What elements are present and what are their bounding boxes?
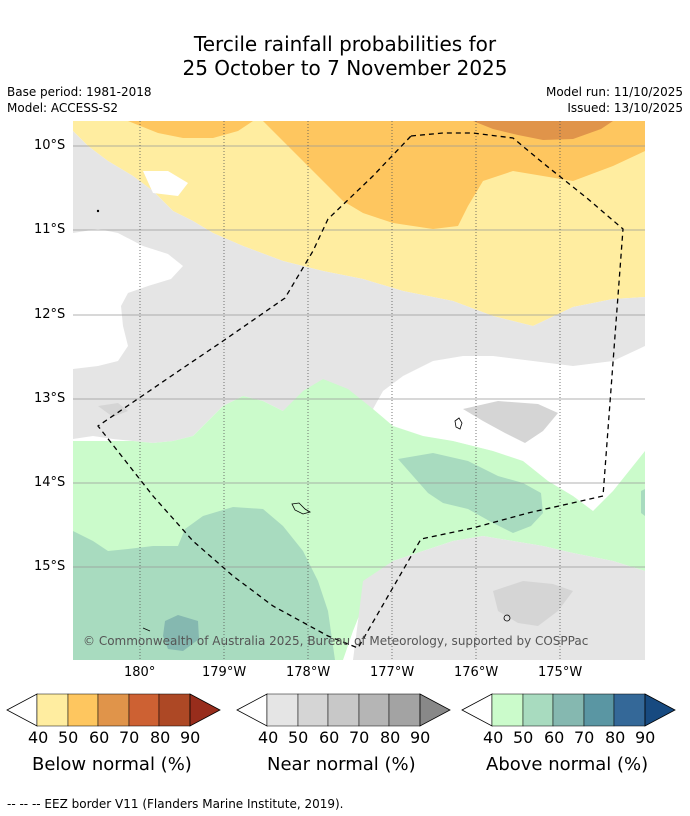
above-min-arrow — [461, 693, 493, 727]
legend-near-title: Near normal (%) — [267, 754, 416, 775]
near-swatch-70-80 — [358, 693, 390, 727]
below-tick-40: 40 — [28, 728, 49, 747]
legend-below-normal-bar — [6, 693, 221, 727]
lon-label-176w: 176°W — [454, 665, 499, 680]
near-normal-50-60-region-3 — [98, 403, 128, 417]
lat-label-14s: 14°S — [34, 475, 66, 490]
map-credit: © Commonwealth of Australia 2025, Bureau… — [83, 634, 588, 648]
above-max-arrow — [644, 693, 676, 727]
legend-near-normal-bar — [236, 693, 451, 727]
lat-label-11s: 11°S — [34, 222, 66, 237]
near-tick-90: 90 — [410, 728, 431, 747]
below-max-arrow — [189, 693, 221, 727]
near-swatch-60-70 — [327, 693, 360, 727]
above-tick-80: 80 — [605, 728, 626, 747]
lon-label-177w: 177°W — [370, 665, 415, 680]
legend-above-normal-bar — [461, 693, 676, 727]
below-tick-70: 70 — [119, 728, 140, 747]
title-line-1: Tercile rainfall probabilities for — [193, 32, 497, 56]
lon-label-175w: 175°W — [538, 665, 583, 680]
above-swatch-50-60 — [522, 693, 554, 727]
near-tick-70: 70 — [349, 728, 370, 747]
above-tick-90: 90 — [635, 728, 656, 747]
island-2 — [291, 502, 311, 515]
below-tick-90: 90 — [180, 728, 201, 747]
near-normal-50-60-region-1 — [463, 401, 558, 443]
lon-label-178w: 178°W — [286, 665, 331, 680]
lon-label-179w: 179°W — [202, 665, 247, 680]
near-tick-40: 40 — [258, 728, 279, 747]
lat-label-15s: 15°S — [34, 559, 66, 574]
near-swatch-40-50 — [266, 693, 299, 727]
below-normal-60-70-region — [473, 121, 613, 140]
issued-label: Issued: 13/10/2025 — [567, 101, 683, 115]
lon-label-180: 180° — [124, 665, 156, 680]
island-1 — [454, 417, 463, 430]
below-tick-80: 80 — [150, 728, 171, 747]
model-run-label: Model run: 11/10/2025 — [545, 85, 683, 99]
lat-label-13s: 13°S — [34, 391, 66, 406]
below-swatch-50-60 — [67, 693, 99, 727]
latitude-gridlines — [73, 145, 645, 568]
island-3 — [503, 614, 511, 622]
above-swatch-80-90 — [613, 693, 646, 727]
forecast-map: © Commonwealth of Australia 2025, Bureau… — [73, 121, 645, 660]
near-swatch-80-90 — [388, 693, 421, 727]
near-tick-50: 50 — [288, 728, 309, 747]
eez-footnote: -- -- -- EEZ border V11 (Flanders Marine… — [7, 797, 344, 811]
above-tick-70: 70 — [574, 728, 595, 747]
lat-label-10s: 10°S — [34, 138, 66, 153]
above-normal-50-60-right-region — [398, 453, 543, 533]
base-period-label: Base period: 1981-2018 — [7, 85, 152, 99]
below-min-arrow — [6, 693, 38, 727]
above-normal-50-60-left-region — [73, 507, 335, 660]
below-swatch-40-50 — [36, 693, 69, 727]
below-swatch-70-80 — [128, 693, 160, 727]
above-tick-50: 50 — [513, 728, 534, 747]
below-swatch-60-70 — [97, 693, 130, 727]
above-normal-60-70-region — [163, 615, 199, 651]
normal-gap-region-2 — [143, 171, 188, 196]
near-swatch-50-60 — [297, 693, 329, 727]
legend-colorbars — [6, 693, 676, 727]
normal-gap-region — [73, 229, 183, 369]
islands — [96, 209, 511, 632]
below-tick-50: 50 — [58, 728, 79, 747]
legend-above-title: Above normal (%) — [486, 754, 649, 775]
near-tick-80: 80 — [380, 728, 401, 747]
above-swatch-70-80 — [583, 693, 615, 727]
above-normal-50-60-edge-region — [641, 489, 645, 516]
island-4 — [96, 209, 100, 213]
island-5 — [142, 627, 151, 632]
model-label: Model: ACCESS-S2 — [7, 101, 119, 115]
near-normal-50-60-region-2 — [493, 581, 573, 626]
near-min-arrow — [236, 693, 268, 727]
near-max-arrow — [419, 693, 451, 727]
below-tick-60: 60 — [89, 728, 110, 747]
below-normal-50-60-region — [263, 121, 645, 229]
legend-below-title: Below normal (%) — [32, 754, 192, 775]
forecast-map-svg: © Commonwealth of Australia 2025, Bureau… — [73, 121, 645, 660]
above-swatch-40-50 — [491, 693, 524, 727]
title-line-2: 25 October to 7 November 2025 — [182, 56, 508, 80]
above-swatch-60-70 — [552, 693, 585, 727]
below-normal-50-60-small-region — [128, 121, 253, 138]
lat-label-12s: 12°S — [34, 307, 66, 322]
near-tick-60: 60 — [319, 728, 340, 747]
above-tick-40: 40 — [483, 728, 504, 747]
above-tick-60: 60 — [544, 728, 565, 747]
near-normal-40-50-upper-region — [73, 131, 645, 443]
below-swatch-80-90 — [158, 693, 191, 727]
eez-border — [97, 132, 624, 649]
